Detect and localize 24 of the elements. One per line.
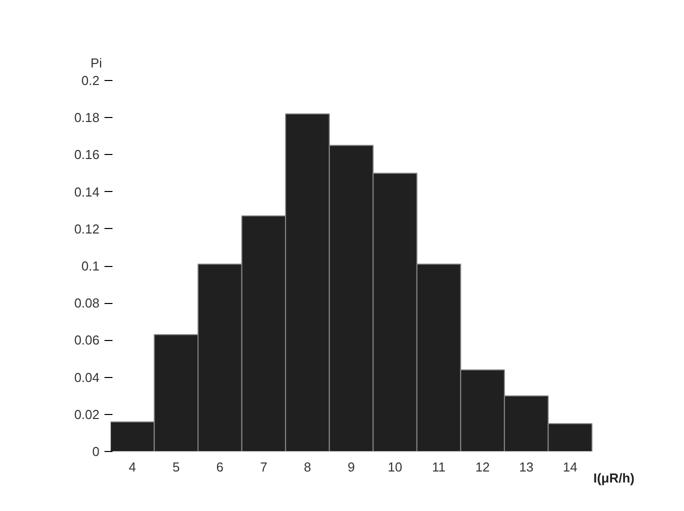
y-tick-label: 0.06 [74, 332, 100, 348]
y-tick-label: 0.14 [74, 184, 100, 200]
x-tick-label: 4 [128, 460, 136, 474]
x-tick-label: 13 [519, 460, 534, 474]
x-tick-label: 6 [216, 460, 224, 474]
y-tick-label: 0.2 [81, 73, 100, 88]
x-tick-label: 5 [172, 460, 180, 474]
x-tick-label: 8 [304, 460, 312, 474]
x-tick-label: 14 [562, 460, 578, 474]
y-tick-label: 0.16 [74, 147, 100, 162]
y-tick-label: 0.08 [74, 296, 100, 311]
x-tick-label: 12 [475, 460, 490, 474]
y-tick-label: 0 [92, 444, 100, 459]
x-tick-label: 7 [260, 460, 268, 474]
y-tick-label: 0.12 [74, 221, 100, 236]
y-tick-label: 0.02 [74, 406, 100, 422]
y-tick-label: 0.18 [74, 110, 100, 126]
y-axis-title: Pi [90, 56, 102, 70]
x-tick-label: 11 [432, 460, 446, 474]
x-axis-title: I(μR/h) [593, 470, 635, 486]
x-tick-label: 9 [348, 460, 355, 474]
x-tick-label: 10 [388, 460, 402, 474]
y-tick-label: 0.1 [81, 258, 100, 274]
y-tick-label: 0.04 [74, 370, 100, 385]
